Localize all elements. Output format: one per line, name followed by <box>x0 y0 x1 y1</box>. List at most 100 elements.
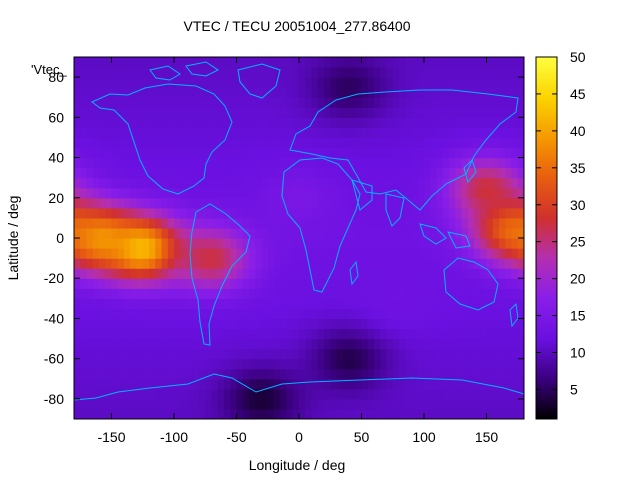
heatmap-cell <box>211 258 219 269</box>
heatmap-cell <box>317 378 325 390</box>
heatmap-cell <box>105 167 113 179</box>
heatmap-cell <box>255 238 263 249</box>
heatmap-cell <box>242 207 250 219</box>
heatmap-cell <box>480 348 488 360</box>
heatmap-cell <box>430 358 438 370</box>
heatmap-cell <box>117 97 125 108</box>
heatmap-cell <box>355 288 363 299</box>
chart-title: VTEC / TECU 20051004_277.86400 <box>183 18 410 34</box>
heatmap-cell <box>255 127 263 139</box>
heatmap-cell <box>405 167 413 179</box>
heatmap-cell <box>180 147 188 159</box>
heatmap-cell <box>205 97 213 108</box>
heatmap-cell <box>117 328 125 340</box>
heatmap-cell <box>355 348 363 360</box>
heatmap-cell <box>267 338 275 350</box>
heatmap-cell <box>411 67 419 78</box>
heatmap-cell <box>424 338 431 350</box>
heatmap-cell <box>86 197 94 209</box>
heatmap-cell <box>374 378 381 390</box>
heatmap-cell <box>267 358 275 370</box>
heatmap-cell <box>74 268 81 279</box>
heatmap-cell <box>411 288 419 299</box>
heatmap-cell <box>336 408 344 419</box>
heatmap-cell <box>411 298 419 309</box>
heatmap-cell <box>161 388 169 400</box>
heatmap-cell <box>442 278 450 289</box>
heatmap-cell <box>230 258 238 269</box>
heatmap-cell <box>430 177 438 189</box>
heatmap-cell <box>367 278 375 289</box>
heatmap-cell <box>336 358 344 370</box>
heatmap-cell <box>324 77 331 88</box>
heatmap-cell <box>442 147 450 159</box>
heatmap-cell <box>249 227 256 239</box>
heatmap-cell <box>517 408 524 419</box>
heatmap-cell <box>261 268 269 279</box>
heatmap-cell <box>517 388 524 400</box>
heatmap-cell <box>492 107 500 118</box>
heatmap-cell <box>267 67 275 78</box>
heatmap-cell <box>355 207 363 219</box>
heatmap-cell <box>274 408 281 419</box>
heatmap-cell <box>292 308 300 320</box>
heatmap-cell <box>86 177 94 189</box>
heatmap-cell <box>217 177 225 189</box>
heatmap-cell <box>324 187 331 199</box>
heatmap-cell <box>186 268 194 279</box>
heatmap-cell <box>474 227 481 239</box>
heatmap-cell <box>367 348 375 360</box>
heatmap-cell <box>274 328 281 340</box>
heatmap-cell <box>249 388 256 400</box>
heatmap-cell <box>461 338 469 350</box>
heatmap-cell <box>311 217 319 229</box>
heatmap-cell <box>467 308 475 320</box>
heatmap-cell <box>111 67 119 78</box>
heatmap-cell <box>392 348 400 360</box>
heatmap-cell <box>399 328 406 340</box>
heatmap-cell <box>292 388 300 400</box>
heatmap-cell <box>286 57 294 68</box>
heatmap-cell <box>255 117 263 128</box>
heatmap-cell <box>424 197 431 209</box>
heatmap-cell <box>511 318 519 330</box>
heatmap-cell <box>249 147 256 159</box>
heatmap-cell <box>467 217 475 229</box>
heatmap-cell <box>117 378 125 390</box>
heatmap-cell <box>255 308 263 320</box>
heatmap-cell <box>417 308 425 320</box>
heatmap-cell <box>242 328 250 340</box>
heatmap-cell <box>361 137 369 149</box>
heatmap-cell <box>205 207 213 219</box>
heatmap-cell <box>480 57 488 68</box>
heatmap-cell <box>361 278 369 289</box>
heatmap-cell <box>442 57 450 68</box>
heatmap-cell <box>142 177 150 189</box>
heatmap-cell <box>149 238 156 249</box>
heatmap-cell <box>224 197 231 209</box>
heatmap-cell <box>161 318 169 330</box>
heatmap-cell <box>286 77 294 88</box>
heatmap-cell <box>299 67 306 78</box>
heatmap-cell <box>111 227 119 239</box>
heatmap-cell <box>405 217 413 229</box>
heatmap-cell <box>324 298 331 309</box>
heatmap-cell <box>467 288 475 299</box>
heatmap-cell <box>136 368 144 380</box>
heatmap-cell <box>361 127 369 139</box>
heatmap-cell <box>449 288 456 299</box>
heatmap-cell <box>230 97 238 108</box>
heatmap-cell <box>330 167 338 179</box>
heatmap-cell <box>517 318 524 330</box>
heatmap-cell <box>311 157 319 169</box>
heatmap-cell <box>292 398 300 410</box>
heatmap-cell <box>442 258 450 269</box>
heatmap-cell <box>80 197 88 209</box>
heatmap-cell <box>324 398 331 410</box>
heatmap-cell <box>92 378 100 390</box>
heatmap-cell <box>249 167 256 179</box>
heatmap-cell <box>499 127 506 139</box>
heatmap-cell <box>336 388 344 400</box>
heatmap-cell <box>199 238 206 249</box>
heatmap-cell <box>499 388 506 400</box>
